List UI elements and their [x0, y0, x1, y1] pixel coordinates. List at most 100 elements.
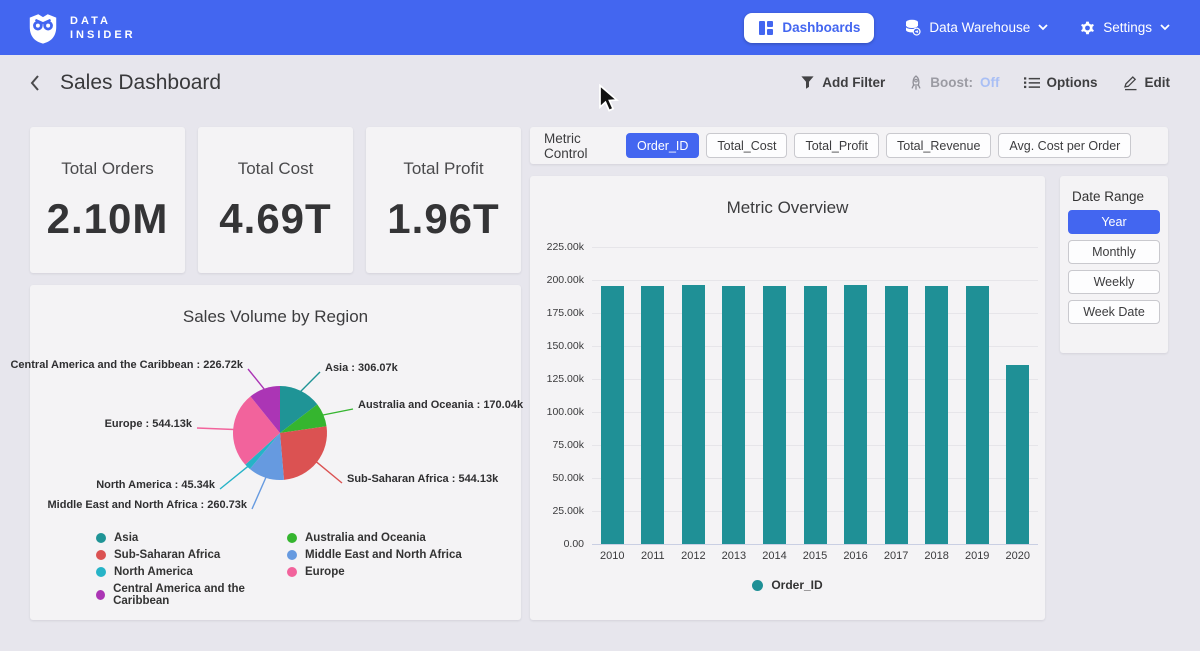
dashboard-grid-icon	[758, 20, 774, 36]
bar-chart-x-axis: 2010201120122013201420152016201720182019…	[592, 550, 1038, 562]
metric-chip-total-revenue[interactable]: Total_Revenue	[886, 133, 991, 158]
add-filter-label: Add Filter	[822, 75, 885, 90]
pie-label-connector	[316, 462, 342, 483]
owl-logo-icon	[26, 11, 60, 45]
bar[interactable]	[641, 286, 664, 544]
legend-dot	[287, 550, 297, 560]
x-axis-tick-label: 2020	[997, 550, 1038, 562]
legend-dot	[287, 533, 297, 543]
pie-label-connector	[197, 428, 234, 429]
y-axis-tick-label: 225.00k	[530, 241, 584, 253]
date-range-label: Date Range	[1072, 189, 1168, 204]
y-axis-tick-label: 125.00k	[530, 373, 584, 385]
brand-line2: INSIDER	[70, 28, 136, 42]
nav-data-warehouse[interactable]: Data Warehouse	[904, 19, 1048, 36]
pie-legend-item[interactable]: North America	[96, 566, 287, 578]
pie-legend-item[interactable]: Australia and Oceania	[287, 532, 462, 544]
legend-label: Order_ID	[771, 578, 822, 592]
bar[interactable]	[885, 286, 908, 544]
x-axis-tick-label: 2016	[835, 550, 876, 562]
pie-legend-item[interactable]: Sub-Saharan Africa	[96, 549, 287, 561]
pie-slice-label: Middle East and North Africa : 260.73k	[48, 499, 247, 511]
kpi-card-total-profit: Total Profit 1.96T	[366, 127, 521, 273]
bar[interactable]	[804, 286, 827, 544]
legend-dot	[96, 533, 106, 543]
y-axis-tick-label: 25.00k	[530, 505, 584, 517]
pencil-icon	[1122, 74, 1138, 91]
metric-chip-order-id[interactable]: Order_ID	[626, 133, 699, 158]
edit-label: Edit	[1145, 75, 1171, 90]
legend-label: Sub-Saharan Africa	[114, 549, 220, 561]
edit-button[interactable]: Edit	[1122, 74, 1171, 91]
pie-slice-label: Australia and Oceania : 170.04k	[358, 399, 523, 411]
pie-slice-label: Europe : 544.13k	[105, 418, 192, 430]
pie-chart-legend: Asia Sub-Saharan Africa North America Centr…	[96, 532, 462, 607]
legend-label: Australia and Oceania	[305, 532, 426, 544]
x-axis-tick-label: 2011	[633, 550, 674, 562]
metric-chip-avg-cost[interactable]: Avg. Cost per Order	[998, 133, 1131, 158]
pie-legend-item[interactable]: Asia	[96, 532, 287, 544]
kpi-card-total-cost: Total Cost 4.69T	[198, 127, 353, 273]
boost-label: Boost:	[930, 75, 973, 90]
kpi-label: Total Profit	[366, 159, 521, 179]
gear-icon	[1078, 19, 1095, 36]
bar[interactable]	[763, 286, 786, 544]
legend-label: Europe	[305, 566, 345, 578]
pie-legend-item[interactable]: Middle East and North Africa	[287, 549, 462, 561]
nav-data-warehouse-label: Data Warehouse	[929, 20, 1030, 35]
database-icon	[904, 19, 921, 36]
pie-slice-label: Central America and the Caribbean : 226.…	[10, 359, 243, 371]
date-range-year[interactable]: Year	[1068, 210, 1160, 234]
back-button[interactable]	[28, 74, 42, 92]
legend-dot	[752, 580, 763, 591]
bar[interactable]	[601, 286, 624, 544]
bar[interactable]	[844, 285, 867, 544]
nav-settings[interactable]: Settings	[1078, 19, 1170, 36]
nav-dashboards-button[interactable]: Dashboards	[744, 13, 874, 43]
kpi-label: Total Orders	[30, 159, 185, 179]
pie-label-connector	[300, 372, 320, 392]
date-range-weekly[interactable]: Weekly	[1068, 270, 1160, 294]
metric-control-label: Metric Control	[544, 131, 624, 161]
bar-chart-legend-item[interactable]: Order_ID	[530, 578, 1045, 592]
x-axis-tick-label: 2017	[876, 550, 917, 562]
legend-dot	[96, 550, 106, 560]
add-filter-button[interactable]: Add Filter	[800, 75, 885, 90]
pie-slice-label: Sub-Saharan Africa : 544.13k	[347, 473, 498, 485]
filter-funnel-icon	[800, 75, 815, 90]
metric-chip-total-cost[interactable]: Total_Cost	[706, 133, 787, 158]
y-axis-tick-label: 200.00k	[530, 274, 584, 286]
bar[interactable]	[722, 286, 745, 544]
bar[interactable]	[682, 285, 705, 544]
legend-dot	[287, 567, 297, 577]
legend-label: Middle East and North Africa	[305, 549, 462, 561]
brand[interactable]: DATA INSIDER	[26, 11, 136, 45]
legend-label: North America	[114, 566, 193, 578]
bar[interactable]	[966, 286, 989, 544]
legend-dot	[96, 590, 105, 600]
pie-slice-label: North America : 45.34k	[96, 479, 215, 491]
bar-chart-plot-area: 0.0025.00k50.00k75.00k100.00k125.00k150.…	[530, 247, 1045, 544]
pie-label-connector	[248, 369, 265, 390]
boost-toggle[interactable]: Boost: Off	[909, 75, 999, 91]
metric-chip-total-profit[interactable]: Total_Profit	[794, 133, 879, 158]
chevron-down-icon	[1160, 24, 1170, 31]
date-range-monthly[interactable]: Monthly	[1068, 240, 1160, 264]
dashboard-header: Sales Dashboard Add Filter Boost: Off	[0, 55, 1200, 110]
x-axis-tick-label: 2013	[714, 550, 755, 562]
date-range-week-date[interactable]: Week Date	[1068, 300, 1160, 324]
y-axis-tick-label: 150.00k	[530, 340, 584, 352]
pie-legend-item[interactable]: Europe	[287, 566, 462, 578]
bar[interactable]	[925, 286, 948, 544]
pie-slice[interactable]	[280, 426, 327, 480]
page-title: Sales Dashboard	[60, 71, 221, 95]
bar[interactable]	[1006, 365, 1029, 544]
metric-control-bar: Metric Control Order_ID Total_Cost Total…	[530, 127, 1168, 164]
legend-dot	[96, 567, 106, 577]
top-navbar: DATA INSIDER Dashboards	[0, 0, 1200, 55]
options-button[interactable]: Options	[1024, 75, 1098, 90]
pie-legend-item[interactable]: Central America and the Caribbean	[96, 583, 287, 607]
pie-label-connector	[322, 409, 353, 415]
kpi-value: 1.96T	[366, 195, 521, 243]
nav-settings-label: Settings	[1103, 20, 1152, 35]
